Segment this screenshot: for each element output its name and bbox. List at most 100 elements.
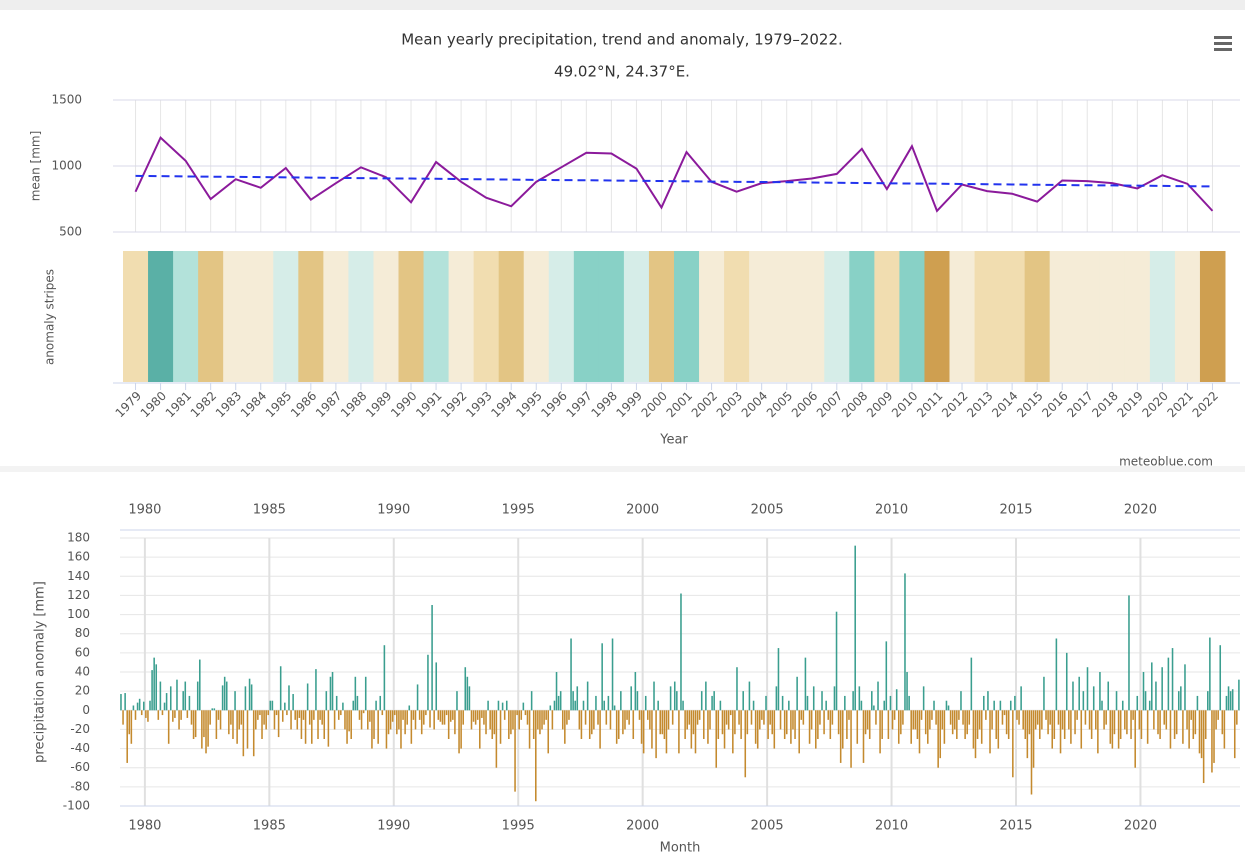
bar	[941, 710, 944, 730]
bar	[1177, 691, 1180, 711]
bar	[1026, 710, 1029, 759]
bar	[800, 710, 803, 720]
bar	[1024, 710, 1027, 739]
bar	[1117, 710, 1120, 749]
bar	[230, 710, 232, 725]
bar	[476, 710, 479, 720]
bar	[744, 710, 747, 778]
bar	[431, 605, 433, 711]
anomaly-stripe	[248, 251, 274, 382]
menu-icon[interactable]	[1214, 36, 1232, 51]
bar	[1182, 710, 1184, 744]
x-tick-label: 2020	[1139, 389, 1170, 420]
bar	[958, 710, 960, 720]
bar	[933, 700, 935, 711]
bar	[1078, 676, 1080, 711]
bar	[883, 700, 886, 711]
bar	[1217, 710, 1219, 720]
x-tick-label: 2015	[1014, 389, 1045, 420]
bar	[205, 710, 207, 754]
x-tick-label: 2014	[989, 389, 1020, 420]
bar	[868, 710, 871, 739]
x-tick-label-top: 2000	[626, 503, 659, 518]
credit[interactable]: meteoblue.com	[1119, 455, 1213, 469]
bar	[456, 691, 458, 711]
bar	[796, 676, 798, 711]
bar	[143, 701, 145, 711]
bar	[348, 710, 350, 732]
bar	[385, 710, 388, 749]
bar	[754, 710, 757, 744]
bar	[130, 710, 133, 744]
x-tick-label: 1996	[538, 389, 569, 420]
bar	[1055, 638, 1058, 711]
x-tick-label: 2000	[639, 389, 670, 420]
bar	[294, 710, 296, 720]
x-tick-label-top: 1980	[128, 503, 161, 518]
bar	[510, 710, 512, 735]
anomaly-stripe	[398, 251, 425, 382]
bar	[1190, 710, 1192, 720]
bar	[408, 705, 411, 711]
anomaly-stripe	[674, 251, 700, 382]
bar	[1080, 710, 1083, 749]
bar	[145, 710, 147, 718]
bar	[696, 710, 699, 725]
bar	[337, 710, 340, 720]
bar	[1063, 710, 1066, 739]
bar	[396, 710, 398, 735]
bar	[939, 710, 942, 759]
bar	[1097, 710, 1099, 754]
x-tick-label: 2017	[1064, 389, 1095, 420]
x-tick-label: 2005	[751, 819, 784, 834]
x-tick-label: 2007	[814, 389, 845, 420]
y-tick-label: 60	[75, 645, 90, 659]
bar	[945, 700, 948, 711]
x-tick-label: 1987	[313, 389, 344, 420]
bar	[912, 710, 915, 730]
bar	[1167, 657, 1170, 711]
y-tick-label: 160	[67, 550, 90, 564]
anomaly-stripe	[198, 251, 224, 382]
bar	[850, 710, 852, 768]
bar	[420, 710, 423, 735]
y-tick-label: 1500	[51, 93, 82, 107]
y-tick-label: 100	[67, 607, 90, 621]
bar	[557, 695, 560, 711]
bar	[775, 686, 778, 711]
bar	[576, 686, 579, 711]
anomaly-stripe	[1099, 251, 1126, 382]
bar	[288, 685, 290, 711]
bar	[470, 710, 473, 730]
bar	[221, 685, 224, 711]
bar	[367, 710, 369, 730]
bar	[634, 672, 637, 711]
bar	[234, 691, 236, 711]
bar	[783, 710, 786, 739]
bar	[122, 710, 124, 725]
bar	[815, 710, 817, 749]
bar	[698, 710, 701, 720]
bar	[151, 670, 153, 711]
x-tick-label: 1999	[614, 389, 645, 420]
bar	[663, 710, 666, 739]
bar	[871, 691, 873, 711]
bar	[1140, 710, 1143, 739]
bar	[526, 710, 529, 725]
bar	[707, 710, 709, 744]
bar	[286, 710, 288, 716]
bar	[1061, 710, 1064, 730]
anomaly-stripe	[1149, 251, 1176, 382]
bar	[844, 695, 846, 711]
bar	[902, 710, 904, 725]
bar	[445, 710, 448, 716]
bar	[308, 710, 311, 725]
bar	[172, 710, 174, 722]
bar	[1204, 710, 1207, 739]
bar	[997, 710, 1000, 749]
bar	[555, 672, 558, 711]
bar	[742, 691, 744, 711]
bar	[377, 710, 379, 744]
bar	[833, 686, 836, 711]
bar	[460, 710, 462, 749]
